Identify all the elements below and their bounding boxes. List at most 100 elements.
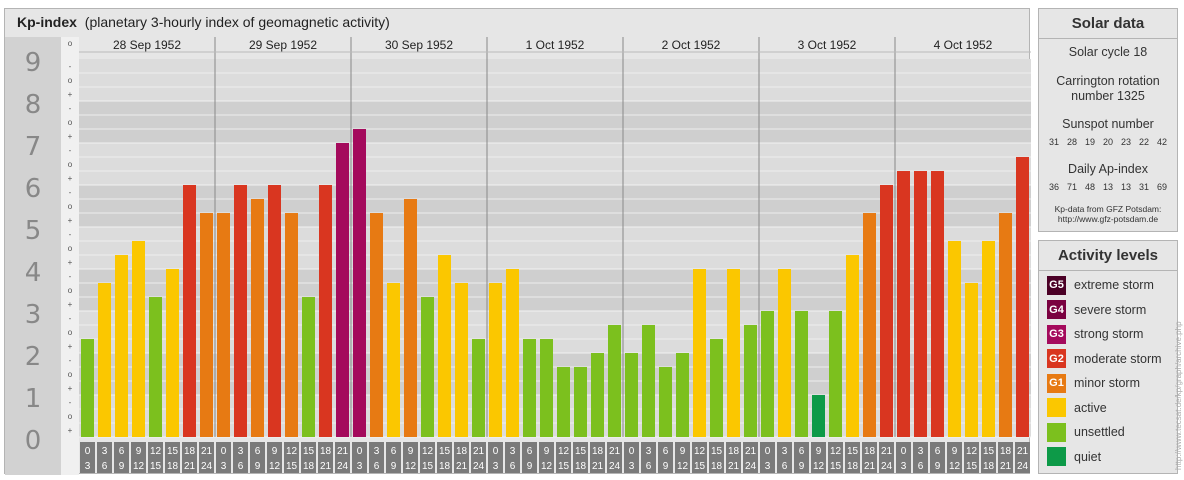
interval-box: [641, 442, 656, 473]
interval-end: 15: [150, 461, 162, 472]
y-tick-label: 7: [25, 132, 42, 162]
interval-end: 15: [830, 461, 842, 472]
interval-start: 21: [609, 446, 621, 457]
kp-bar: [693, 269, 706, 437]
level-swatch: G4: [1047, 300, 1066, 319]
source-line-2: http://www.gfz-potsdam.de: [1057, 214, 1159, 224]
sunspot-value: 22: [1138, 137, 1149, 147]
kp-bar: [472, 339, 485, 437]
sub-tick-label: o: [68, 202, 73, 211]
sub-tick-label: -: [69, 146, 72, 155]
carrington-line-2: number 1325: [1071, 89, 1145, 103]
credit-url: http://www.tecsat.de/kp/graph/archive.ph…: [1174, 321, 1183, 470]
interval-start: 15: [847, 446, 859, 457]
interval-end: 3: [357, 461, 363, 472]
interval-box: [862, 442, 877, 473]
activity-level-item: G1 minor storm: [1047, 373, 1140, 393]
sunspot-value: 19: [1084, 137, 1095, 147]
interval-start: 18: [864, 446, 876, 457]
kp-chart: 28 Sep 1952 29 Sep 1952 30 Sep 1952 1 Oct 1…: [5, 37, 1031, 475]
level-swatch: [1047, 447, 1066, 466]
level-swatch: G1: [1047, 373, 1066, 393]
level-label: strong storm: [1074, 327, 1144, 341]
interval-start: 0: [629, 446, 635, 457]
interval-start: 6: [935, 446, 941, 457]
interval-end: 21: [728, 461, 740, 472]
interval-end: 3: [493, 461, 499, 472]
interval-end: 18: [439, 461, 451, 472]
level-swatch: [1047, 398, 1066, 417]
interval-end: 9: [255, 461, 261, 472]
sunspot-numbers: 31 28 19 20 23 22 42: [1039, 137, 1177, 147]
interval-end: 21: [864, 461, 876, 472]
kp-bar: [744, 324, 757, 437]
kp-bar: [948, 240, 961, 437]
interval-start: 12: [694, 446, 706, 457]
carrington-line-1: Carrington rotation: [1056, 74, 1160, 88]
interval-box: [454, 442, 469, 473]
y-tick-label: 3: [25, 300, 42, 330]
y-tick-label: 2: [25, 342, 42, 372]
interval-start: 12: [966, 446, 978, 457]
interval-start: 12: [422, 446, 434, 457]
kp-bar: [574, 366, 587, 437]
day-label: 30 Sep 1952: [385, 38, 453, 52]
kp-chart-panel: 28 Sep 1952 29 Sep 1952 30 Sep 1952 1 Oct 1…: [4, 8, 1031, 475]
sub-tick-label: -: [69, 230, 72, 239]
interval-box: [148, 442, 163, 473]
interval-end: 18: [711, 461, 723, 472]
interval-box: [420, 442, 435, 473]
sub-tick-label: -: [69, 62, 72, 71]
ap-value: 48: [1084, 182, 1095, 192]
sunspot-value: 28: [1066, 137, 1077, 147]
ap-value: 36: [1048, 182, 1059, 192]
kp-bar: [268, 185, 281, 437]
interval-box: [896, 442, 911, 473]
kp-bar: [183, 185, 196, 437]
interval-box: [352, 442, 367, 473]
y-tick-label: 8: [25, 90, 42, 120]
interval-end: 21: [320, 461, 332, 472]
level-label: minor storm: [1074, 376, 1140, 390]
sub-tick-label: -: [69, 188, 72, 197]
kp-bar: [795, 311, 808, 437]
ap-numbers: 36 71 48 13 13 31 69: [1039, 182, 1177, 192]
kp-bar: [353, 129, 366, 437]
interval-start: 15: [303, 446, 315, 457]
interval-end: 24: [609, 461, 621, 472]
interval-start: 12: [150, 446, 162, 457]
interval-end: 21: [1000, 461, 1012, 472]
interval-end: 12: [949, 461, 961, 472]
kp-bar: [132, 240, 145, 437]
sub-tick-label: -: [69, 356, 72, 365]
sub-tick-label: o: [68, 118, 73, 127]
interval-box: [216, 442, 231, 473]
interval-end: 12: [813, 461, 825, 472]
sub-tick-label: o: [68, 160, 73, 169]
ap-value: 71: [1066, 182, 1077, 192]
sub-tick-label: o: [68, 412, 73, 421]
sunspot-value: 31: [1048, 137, 1059, 147]
level-label: severe storm: [1074, 302, 1147, 317]
interval-end: 18: [847, 461, 859, 472]
kp-bar: [319, 185, 332, 437]
level-swatch: [1047, 422, 1066, 442]
level-swatch: G3: [1047, 324, 1066, 344]
interval-end: 24: [1017, 461, 1029, 472]
interval-box: [114, 442, 129, 473]
kp-bar: [81, 339, 94, 437]
interval-start: 0: [493, 446, 499, 457]
kp-bar: [591, 353, 604, 437]
interval-box: [335, 442, 350, 473]
kp-bar: [489, 282, 502, 437]
kp-bar: [880, 185, 893, 437]
interval-box: [488, 442, 503, 473]
interval-start: 15: [167, 446, 179, 457]
interval-start: 18: [1000, 446, 1012, 457]
interval-end: 12: [269, 461, 281, 472]
kp-bar: [98, 282, 111, 437]
interval-end: 9: [527, 461, 533, 472]
kp-bar: [863, 213, 876, 437]
interval-start: 6: [663, 446, 669, 457]
interval-box: [403, 442, 418, 473]
